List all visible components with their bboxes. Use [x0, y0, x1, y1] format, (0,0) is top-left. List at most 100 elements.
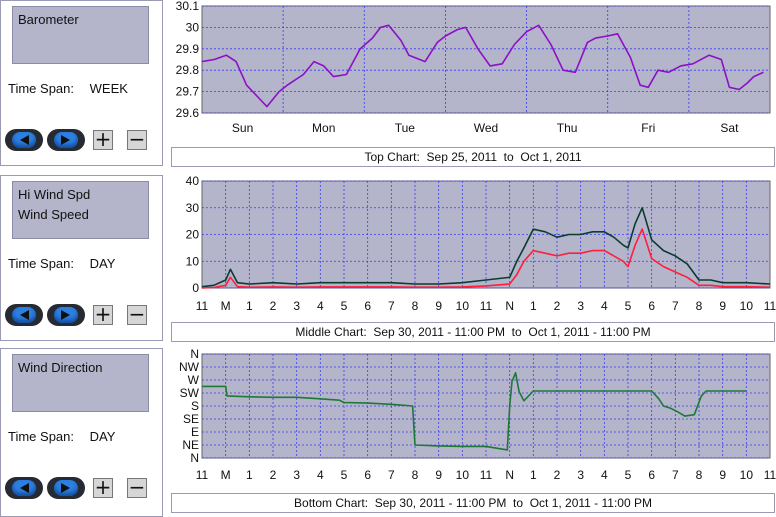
right-arrow-icon: [61, 310, 70, 320]
y-tick-label: 0: [192, 281, 199, 295]
y-tick-label: NE: [182, 438, 199, 452]
x-tick-label: 5: [341, 299, 348, 313]
x-tick-label: 4: [317, 299, 324, 313]
y-tick-label: E: [191, 425, 199, 439]
prev-button[interactable]: [5, 477, 43, 499]
y-tick-label: 30: [186, 201, 200, 215]
y-tick-label: 29.8: [176, 63, 200, 77]
series-line: [201, 228, 771, 289]
next-button[interactable]: [47, 129, 85, 151]
x-tick-label: 10: [456, 468, 470, 482]
series-listbox[interactable]: Wind Direction: [12, 354, 149, 412]
right-arrow-icon: [61, 135, 70, 145]
series-item[interactable]: Wind Direction: [18, 360, 103, 375]
x-tick-label: 9: [719, 299, 726, 313]
next-button[interactable]: [47, 304, 85, 326]
x-tick-label: Fri: [641, 121, 655, 135]
time-span-value[interactable]: DAY: [89, 256, 116, 271]
x-tick-label: 1: [246, 299, 253, 313]
series-listbox[interactable]: Hi Wind Spd Wind Speed: [12, 181, 149, 239]
x-tick-label: 11: [480, 299, 493, 313]
zoom-in-button[interactable]: +: [93, 127, 113, 151]
x-tick-label: Mon: [312, 121, 335, 135]
x-tick-label: 7: [388, 299, 395, 313]
x-tick-label: 7: [672, 299, 679, 313]
x-tick-label: Wed: [474, 121, 498, 135]
button-row: + −: [5, 129, 155, 153]
zoom-out-button[interactable]: −: [127, 304, 147, 325]
x-tick-label: 11: [196, 299, 209, 313]
y-tick-label: 30.1: [176, 0, 200, 13]
y-tick-label: 29.9: [176, 42, 200, 56]
plus-icon: +: [94, 127, 112, 151]
x-tick-label: 8: [696, 468, 703, 482]
middle-chart: 0 10 20 30 40 11 M 1 2 3 4 5 6 7 8 9 10 11 N 1 2 3 4 5 6 7 8 9 10 11: [171, 174, 776, 317]
prev-button[interactable]: [5, 304, 43, 326]
zoom-in-button[interactable]: +: [93, 302, 113, 326]
time-span-value[interactable]: DAY: [89, 429, 116, 444]
y-tick-label: N: [190, 451, 199, 465]
x-tick-label: 10: [740, 468, 754, 482]
x-tick-label: 3: [577, 468, 584, 482]
x-tick-label: N: [505, 299, 514, 313]
minus-icon: −: [128, 475, 146, 499]
x-tick-label: 1: [246, 468, 253, 482]
x-tick-label: 6: [648, 468, 655, 482]
x-tick-label: 9: [435, 468, 442, 482]
y-tick-label: SE: [183, 412, 199, 426]
next-button[interactable]: [47, 477, 85, 499]
y-tick-label: 29.6: [176, 106, 200, 120]
panel-top: Barometer Time Span: WEEK + −: [0, 0, 163, 166]
y-tick-label: S: [191, 399, 199, 413]
panel-middle: Hi Wind Spd Wind Speed Time Span: DAY + …: [0, 175, 163, 341]
prev-button[interactable]: [5, 129, 43, 151]
y-tick-label: SW: [180, 386, 200, 400]
x-tick-label: 7: [672, 468, 679, 482]
time-span-value[interactable]: WEEK: [89, 81, 128, 96]
x-tick-label: 2: [554, 468, 561, 482]
series-line: [202, 371, 747, 451]
x-tick-label: Sat: [720, 121, 739, 135]
x-tick-label: 11: [196, 468, 209, 482]
series-item[interactable]: Barometer: [18, 12, 79, 27]
x-tick-label: N: [505, 468, 514, 482]
x-tick-label: 6: [364, 468, 371, 482]
time-span-label: Time Span:: [8, 81, 74, 96]
zoom-out-button[interactable]: −: [127, 129, 147, 150]
x-tick-label: 2: [554, 299, 561, 313]
y-tick-label: 20: [186, 228, 200, 242]
x-tick-label: M: [221, 468, 231, 482]
x-tick-label: 4: [317, 468, 324, 482]
x-tick-label: 2: [270, 468, 277, 482]
x-tick-label: M: [221, 299, 231, 313]
x-tick-label: 8: [412, 299, 419, 313]
x-tick-label: 4: [601, 299, 608, 313]
x-tick-label: Sun: [232, 121, 253, 135]
left-arrow-icon: [20, 483, 29, 493]
x-tick-label: Tue: [395, 121, 416, 135]
y-tick-label: 30: [186, 20, 200, 34]
zoom-in-button[interactable]: +: [93, 477, 113, 498]
top-chart-caption: Top Chart: Sep 25, 2011 to Oct 1, 2011: [171, 147, 775, 167]
button-row: + −: [5, 477, 155, 501]
x-tick-label: 10: [740, 299, 754, 313]
series-item[interactable]: Wind Speed: [18, 207, 89, 222]
x-tick-label: 2: [270, 299, 277, 313]
plus-icon: +: [94, 302, 112, 326]
time-span: Time Span: WEEK: [8, 81, 128, 96]
series-item[interactable]: Hi Wind Spd: [18, 187, 91, 202]
x-tick-label: 11: [764, 468, 776, 482]
x-tick-label: 7: [388, 468, 395, 482]
time-span-label: Time Span:: [8, 429, 74, 444]
right-arrow-icon: [61, 483, 70, 493]
x-tick-label: 4: [601, 468, 608, 482]
top-chart: 29.6 29.7 29.8 29.9 30 30.1 Sun Mon Tue Wed Thu Fri…: [171, 0, 776, 142]
button-row: + −: [5, 304, 155, 328]
zoom-out-button[interactable]: −: [127, 475, 147, 499]
time-span: Time Span: DAY: [8, 429, 115, 444]
x-tick-label: 5: [625, 468, 632, 482]
series-line: [201, 24, 764, 108]
series-listbox[interactable]: Barometer: [12, 6, 149, 64]
x-tick-label: 5: [341, 468, 348, 482]
